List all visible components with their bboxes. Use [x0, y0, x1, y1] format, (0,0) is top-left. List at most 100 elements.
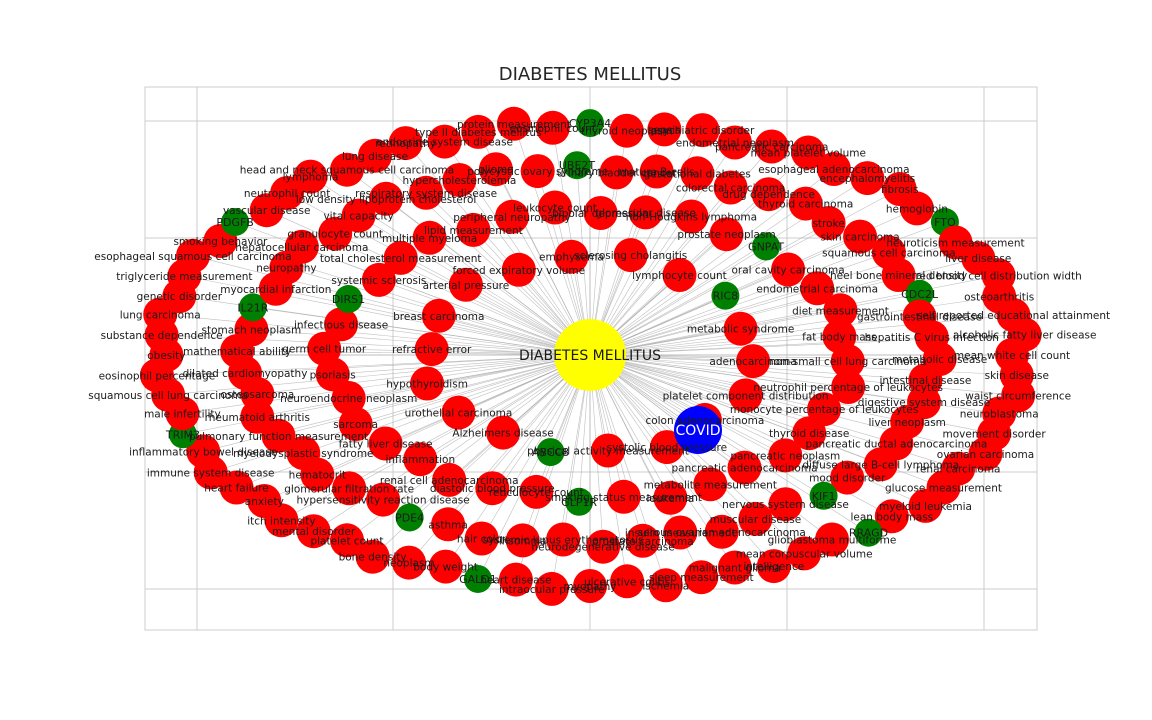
disease-node-retinopathy[interactable] — [388, 126, 423, 161]
gene-node-gnpat[interactable] — [752, 232, 781, 261]
gene-node-abcc8[interactable] — [536, 438, 565, 467]
disease-node-non-hodgkins-lymphoma[interactable] — [674, 199, 709, 234]
disease-node-pancreatic-neoplasm[interactable] — [768, 438, 803, 473]
disease-node-metabolite-measurement[interactable] — [693, 467, 728, 502]
disease-node-intraocular-pressure[interactable] — [534, 571, 569, 606]
disease-node-arterial-pressure[interactable] — [448, 267, 483, 302]
disease-node-esophageal-adenocarcinoma[interactable] — [816, 152, 851, 186]
disease-node-insomnia[interactable] — [505, 523, 540, 558]
disease-node-mature-b-cells[interactable] — [639, 154, 674, 189]
disease-node-urothelial-carcinoma[interactable] — [441, 395, 476, 430]
disease-node-neoplasm[interactable] — [392, 545, 426, 580]
disease-node-thyroid-disease[interactable] — [792, 416, 827, 451]
disease-node-muscular-disease[interactable] — [738, 501, 773, 536]
disease-node-glomerular-filtration-rate[interactable] — [332, 471, 367, 506]
covid-node[interactable] — [674, 406, 722, 454]
disease-node-multiple-myeloma[interactable] — [412, 220, 447, 255]
disease-node-mental-disorder[interactable] — [296, 514, 331, 549]
disease-node-inflammatory-bowel-disease[interactable] — [186, 434, 221, 469]
disease-node-leukemia[interactable] — [653, 480, 688, 515]
disease-node-lipid-measurement[interactable] — [456, 212, 491, 247]
disease-node-systemic-lupus-erythematosus[interactable] — [546, 522, 581, 557]
disease-node-anxiety[interactable] — [247, 484, 282, 518]
disease-node-skin-carcinoma[interactable] — [843, 219, 878, 254]
disease-node-emphysema[interactable] — [554, 239, 589, 274]
disease-node-endometrial-neoplasm[interactable] — [717, 125, 752, 160]
disease-node-polycystic-ovary-syndrome[interactable] — [520, 154, 555, 189]
disease-node-peripheral-neuropathy[interactable] — [495, 199, 529, 234]
disease-node-head-and-neck-squamous-cell-carcinoma[interactable] — [330, 152, 364, 187]
gene-node-ric8[interactable] — [711, 281, 740, 310]
disease-node-leukocyte-count[interactable] — [538, 190, 572, 225]
disease-node-myeloid-leukemia[interactable] — [908, 488, 943, 523]
gene-node-il21r[interactable] — [238, 293, 267, 322]
center-node[interactable] — [554, 319, 626, 391]
gene-node-pdgfb[interactable] — [221, 208, 250, 236]
disease-node-stroke[interactable] — [811, 206, 846, 240]
disease-node-granulocyte-count[interactable] — [318, 216, 353, 251]
disease-node-eosinophil-count[interactable] — [535, 110, 570, 145]
disease-node-esophageal-squamous-cell-carcinoma[interactable] — [176, 238, 210, 273]
gene-node-cyp3a4[interactable] — [576, 109, 604, 138]
disease-node-glomerular-disease[interactable] — [628, 195, 663, 230]
disease-node-gestational-diabetes[interactable] — [680, 156, 715, 191]
disease-node-alcoholic-fatty-liver-disease[interactable] — [1007, 317, 1042, 352]
disease-node-encephalomyelitis[interactable] — [850, 161, 885, 196]
disease-node-sleep-measurement[interactable] — [684, 560, 719, 595]
disease-node-lean-body-mass[interactable] — [874, 499, 909, 534]
disease-node-digestive-system-disease[interactable] — [907, 385, 941, 420]
disease-node-lung-disease[interactable] — [358, 138, 392, 173]
gene-node-kif1[interactable] — [809, 481, 838, 510]
disease-node-mean-corpuscular-volume[interactable] — [787, 536, 822, 571]
disease-node-lymphocyte-count[interactable] — [662, 258, 697, 292]
disease-node-renal-cell-adenocarcinoma[interactable] — [432, 462, 467, 497]
gene-node-rragd[interactable] — [854, 518, 883, 547]
disease-node-prostate-neoplasm[interactable] — [709, 217, 744, 252]
disease-node-type-ii-diabetes-mellitus[interactable] — [461, 114, 496, 149]
disease-node-sepsis[interactable] — [647, 112, 682, 147]
gene-node-pde4[interactable] — [395, 503, 424, 532]
disease-node-ischemia[interactable] — [648, 568, 683, 603]
disease-node-myelodysplastic-syndrome[interactable] — [286, 436, 321, 470]
disease-node-body-weight[interactable] — [428, 549, 463, 584]
gene-node-gald1[interactable] — [463, 565, 492, 593]
disease-node-inflammation[interactable] — [403, 442, 438, 477]
disease-node-heel-bone-mineral-density[interactable] — [881, 258, 916, 292]
disease-node-mean-platelet-volume[interactable] — [791, 135, 826, 170]
gene-node-cdc2l[interactable] — [905, 279, 934, 308]
gene-node-glp1r[interactable] — [565, 487, 594, 516]
disease-node-germ-cell-tumor[interactable] — [307, 331, 342, 366]
disease-node-insulin-measurement[interactable] — [663, 515, 698, 550]
disease-node-ovarian-carcinoma[interactable] — [968, 436, 1003, 471]
disease-node-colorectal-carcinoma[interactable] — [713, 170, 748, 205]
disease-node-bone-density[interactable] — [355, 539, 390, 574]
disease-node-reticulocyte-count[interactable] — [519, 474, 554, 509]
disease-node-glioma[interactable] — [478, 152, 513, 187]
disease-node-hypothyroidism[interactable] — [410, 366, 445, 401]
disease-node-fatty-liver-disease[interactable] — [368, 426, 403, 461]
gene-node-ube2t[interactable] — [563, 151, 591, 180]
disease-node-vital-capacity[interactable] — [341, 198, 376, 233]
disease-node-hypersensitivity-reaction-disease[interactable] — [366, 482, 401, 517]
disease-node-pancreatic-adenocarcinoma[interactable] — [727, 450, 762, 485]
disease-node-nervous-system-disease[interactable] — [768, 487, 803, 522]
disease-node-platelet-count[interactable] — [330, 523, 364, 558]
disease-node-refractive-error[interactable] — [414, 332, 449, 367]
disease-node-thyroid-carcinoma[interactable] — [788, 186, 823, 221]
disease-node-lymphoma[interactable] — [293, 159, 328, 194]
disease-node-infectious-disease[interactable] — [324, 307, 359, 342]
disease-node-systolic-blood-pressure[interactable] — [649, 430, 684, 465]
disease-node-drug-dependence[interactable] — [751, 177, 786, 212]
disease-node-platelet-component-distribution[interactable] — [728, 378, 763, 413]
gene-node-dirs1[interactable] — [334, 285, 363, 313]
disease-node-psoriasis[interactable] — [315, 357, 350, 392]
disease-node-protein-measurement[interactable] — [496, 106, 531, 141]
disease-node-glioblastoma-multiforme[interactable] — [815, 522, 849, 557]
disease-node-systemic-sclerosis[interactable] — [361, 262, 396, 297]
disease-node-sarcoma[interactable] — [338, 407, 373, 441]
disease-node-endometrial-carcinoma[interactable] — [800, 271, 835, 306]
disease-node-myopathy[interactable] — [573, 569, 607, 603]
disease-node-smoking-status-measurement[interactable] — [606, 479, 641, 514]
disease-node-heart-failure[interactable] — [219, 470, 254, 505]
disease-node-low-density-lipoprotein-cholesterol[interactable] — [369, 181, 404, 216]
